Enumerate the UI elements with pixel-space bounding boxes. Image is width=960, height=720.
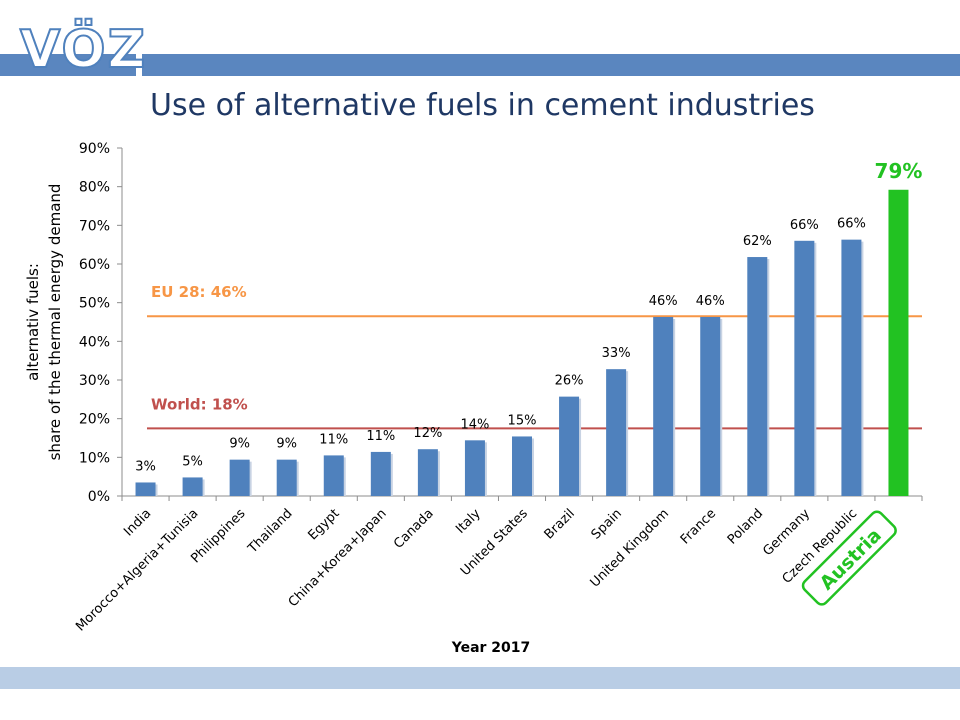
y-tick-label: 60%	[79, 257, 110, 273]
y-tick-label: 30%	[79, 373, 110, 389]
x-tick-label: Brazil	[542, 506, 578, 542]
x-tick-label: Egypt	[305, 506, 342, 543]
data-label: 9%	[276, 437, 297, 452]
data-label: 11%	[319, 432, 348, 447]
page-title: Use of alternative fuels in cement indus…	[150, 88, 815, 123]
logo-text: VÖZ	[19, 20, 148, 80]
y-tick-label: 0%	[88, 489, 110, 505]
bar	[841, 239, 862, 496]
x-tick-label: United Kingdom	[588, 506, 672, 590]
header-bar	[142, 54, 960, 76]
bar	[512, 436, 532, 496]
bar	[417, 449, 438, 496]
data-label: 9%	[229, 437, 250, 452]
bar	[276, 459, 297, 496]
data-label: 46%	[696, 294, 725, 309]
data-label: 66%	[837, 217, 866, 232]
x-tick-label: Thailand	[245, 506, 296, 557]
x-tick-label: Poland	[725, 506, 766, 547]
bar	[135, 482, 156, 496]
highlight-label-box	[801, 510, 897, 606]
data-label: 62%	[743, 234, 772, 249]
bar	[559, 396, 580, 496]
x-tick-label: India	[121, 506, 154, 539]
x-tick-label: Canada	[391, 506, 437, 552]
reference-line-label: World: 18%	[151, 395, 248, 413]
data-label: 3%	[135, 459, 156, 474]
data-label: 46%	[649, 294, 678, 309]
y-axis-title-line1: alternativ fuels:	[24, 263, 42, 381]
bar	[888, 189, 909, 496]
data-label: 33%	[602, 346, 631, 361]
bar	[794, 240, 815, 496]
bar	[606, 369, 627, 496]
bar	[370, 451, 391, 496]
data-label: 14%	[460, 417, 489, 432]
y-tick-label: 10%	[79, 450, 110, 466]
bar	[323, 455, 344, 496]
x-tick-label: Italy	[453, 506, 484, 537]
data-label: 15%	[508, 413, 537, 428]
logo-underline-bar	[0, 54, 136, 76]
bar	[464, 440, 485, 496]
x-tick-label: Spain	[589, 506, 625, 542]
y-tick-label: 50%	[79, 296, 110, 312]
data-label: 79%	[875, 159, 923, 183]
y-tick-label: 70%	[79, 218, 110, 234]
y-tick-label: 90%	[79, 141, 110, 157]
data-label: 66%	[790, 218, 819, 233]
data-label: 11%	[366, 429, 395, 444]
voz-logo: VÖZ	[8, 10, 146, 77]
y-tick-label: 40%	[79, 334, 110, 350]
y-axis-title-line2: share of the thermal energy demand	[46, 184, 64, 461]
x-tick-label: China+Korea+Japan	[286, 506, 390, 610]
bar	[229, 459, 250, 496]
y-tick-label: 20%	[79, 412, 110, 428]
bar	[700, 316, 721, 496]
x-axis-title: Year 2017	[451, 640, 531, 656]
bar	[653, 316, 674, 496]
x-tick-label: France	[678, 506, 719, 547]
footer-bar	[0, 667, 960, 689]
bar	[182, 477, 203, 496]
y-tick-label: 80%	[79, 180, 110, 196]
data-label: 12%	[413, 426, 442, 441]
bar	[747, 257, 768, 496]
reference-line-label: EU 28: 46%	[151, 283, 247, 301]
data-label: 5%	[182, 454, 203, 469]
data-label: 26%	[555, 374, 584, 389]
